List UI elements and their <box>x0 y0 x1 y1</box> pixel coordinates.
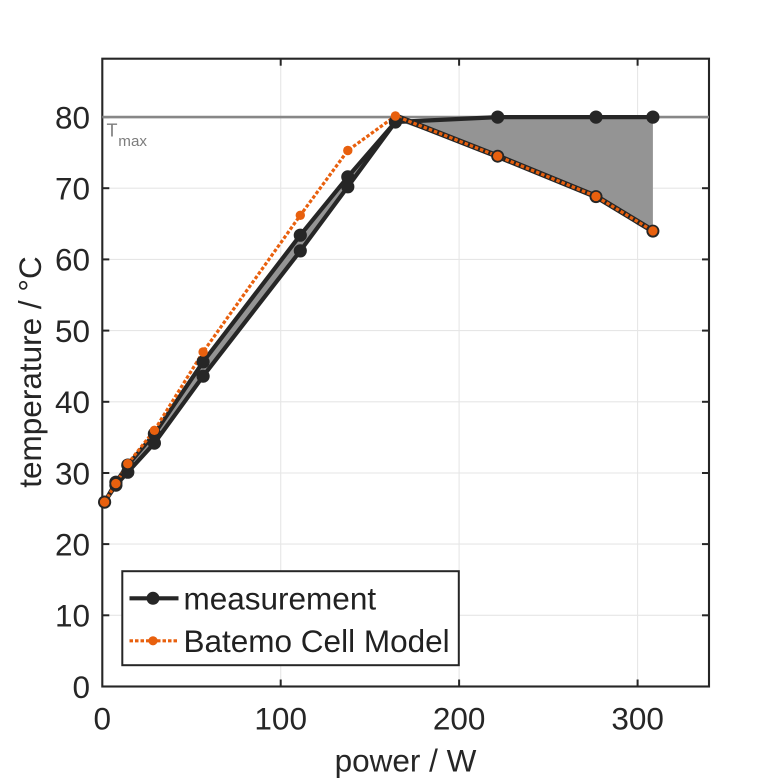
svg-text:80: 80 <box>55 99 90 135</box>
svg-text:max: max <box>118 133 147 150</box>
svg-text:40: 40 <box>55 384 90 420</box>
svg-text:power / W: power / W <box>335 743 477 779</box>
svg-text:0: 0 <box>94 701 112 737</box>
svg-text:60: 60 <box>55 242 90 278</box>
svg-text:30: 30 <box>55 455 90 491</box>
svg-text:70: 70 <box>55 171 90 207</box>
svg-text:100: 100 <box>254 701 307 737</box>
svg-text:10: 10 <box>55 598 90 634</box>
svg-text:Batemo Cell Model: Batemo Cell Model <box>184 623 450 659</box>
svg-text:200: 200 <box>433 701 486 737</box>
svg-text:50: 50 <box>55 313 90 349</box>
svg-text:0: 0 <box>72 669 90 705</box>
svg-text:temperature / °C: temperature / °C <box>12 256 48 487</box>
svg-text:300: 300 <box>611 701 664 737</box>
svg-text:T: T <box>107 121 118 141</box>
svg-text:measurement: measurement <box>184 581 377 617</box>
svg-text:20: 20 <box>55 526 90 562</box>
